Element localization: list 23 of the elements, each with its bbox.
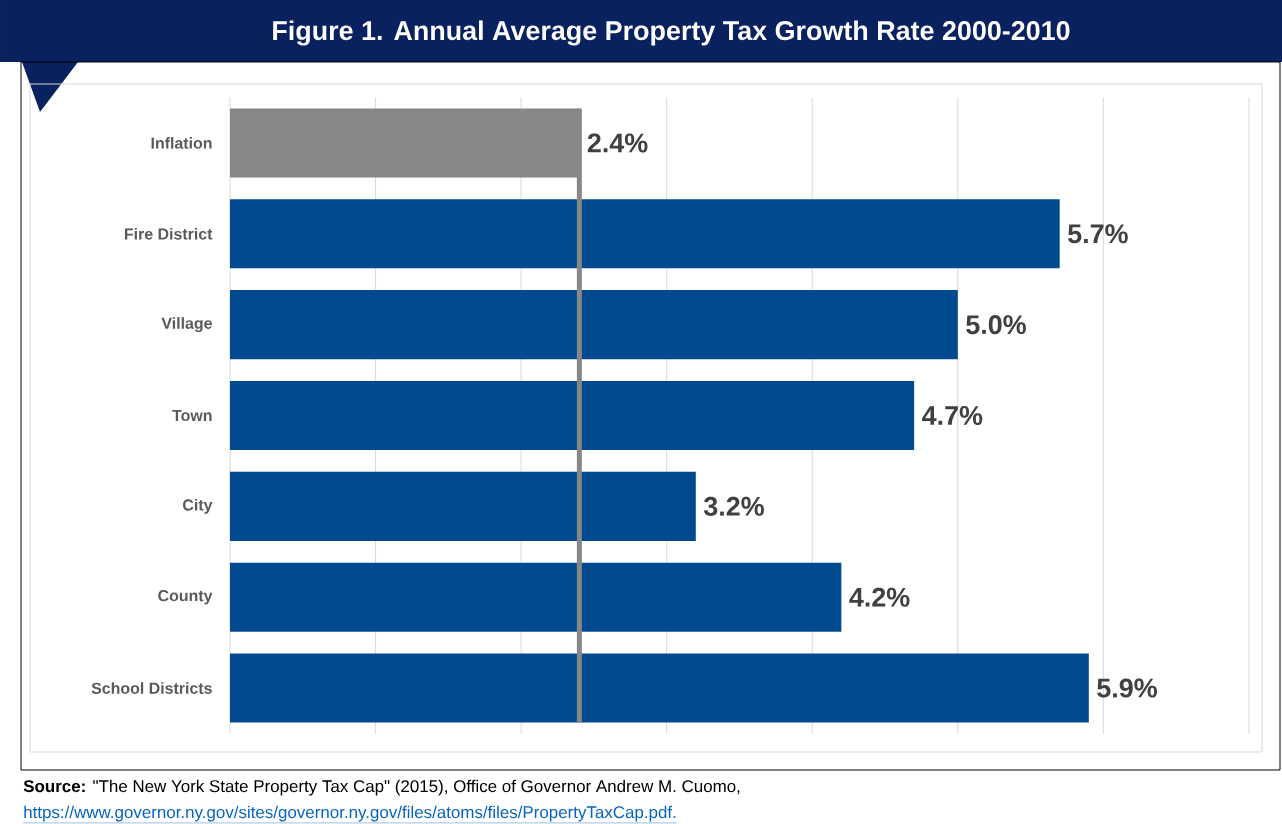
bar <box>230 653 1089 723</box>
y-tick-label: Village <box>161 317 212 333</box>
text: https://www.governor.ny.gov/sites/governor.ny.gov/files/atoms/files/PropertyTaxCap.pdf. <box>24 805 676 822</box>
bar <box>230 199 1060 269</box>
text: Source: "The New York State Property Tax Cap" (2015), Office of Governor Andrew M. Cuomo, <box>23 779 740 796</box>
data-label: 5.0% <box>966 315 1026 335</box>
y-tick-label: Inflation <box>151 137 212 149</box>
bar <box>230 290 958 360</box>
y-tick-label: County <box>158 589 213 605</box>
y-tick-label: Fire District <box>124 227 213 240</box>
y-tick-label: City <box>183 498 213 514</box>
data-label: 3.2% <box>703 496 764 516</box>
chart-title: Figure 1. Annual Average Property Tax Growth Rate 2000-2010 <box>273 20 1070 46</box>
bar <box>230 562 842 632</box>
bar <box>230 380 915 451</box>
data-label: 4.7% <box>922 406 983 425</box>
y-tick-label: Town <box>172 409 212 422</box>
data-label: 4.2% <box>849 587 910 607</box>
data-label: 2.4% <box>587 133 648 153</box>
data-label: 5.9% <box>1097 678 1157 698</box>
data-label: 5.7% <box>1068 224 1128 244</box>
y-tick-label: School Districts <box>91 682 212 694</box>
bar <box>230 471 696 541</box>
